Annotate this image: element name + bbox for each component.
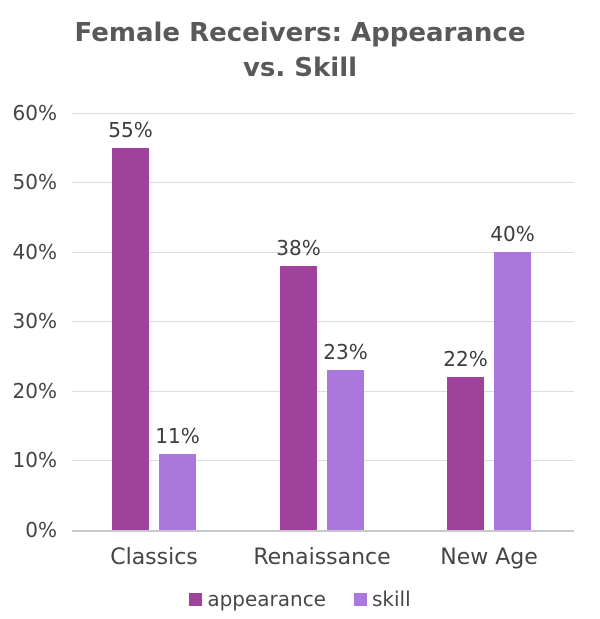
y-tick-60: 60% xyxy=(12,101,57,125)
chart-title: Female Receivers: Appearance vs. Skill xyxy=(0,16,600,86)
bar-appearance-new-age xyxy=(447,377,484,530)
y-tick-50: 50% xyxy=(12,170,57,194)
gridline-20 xyxy=(72,391,574,392)
gridline-0 xyxy=(72,530,574,532)
gridline-60 xyxy=(72,113,574,114)
bar-skill-new-age xyxy=(494,252,531,530)
gridline-30 xyxy=(72,321,574,322)
y-tick-10: 10% xyxy=(12,448,57,472)
y-tick-30: 30% xyxy=(12,309,57,333)
bar-value-label-skill-new-age: 40% xyxy=(490,222,535,246)
y-tick-20: 20% xyxy=(12,379,57,403)
x-axis-label-classics: Classics xyxy=(110,545,198,570)
bar-value-label-skill-renaissance: 23% xyxy=(323,340,368,364)
gridline-40 xyxy=(72,252,574,253)
bar-skill-renaissance xyxy=(327,370,364,530)
x-axis-labels: Classics Renaissance New Age xyxy=(72,545,574,577)
legend-item-appearance: appearance xyxy=(189,588,326,610)
bar-value-label-appearance-classics: 55% xyxy=(108,118,153,142)
legend-swatch-appearance xyxy=(189,592,203,606)
bar-value-label-appearance-new-age: 22% xyxy=(443,347,488,371)
bar-value-label-appearance-renaissance: 38% xyxy=(276,236,321,260)
x-axis-label-renaissance: Renaissance xyxy=(253,545,391,570)
legend-swatch-skill xyxy=(354,592,367,606)
bar-skill-classics xyxy=(159,454,196,530)
y-tick-0: 0% xyxy=(25,518,57,542)
chart-title-line-2: vs. Skill xyxy=(242,53,358,83)
legend-item-skill: skill xyxy=(354,588,411,610)
bar-appearance-renaissance xyxy=(280,266,317,530)
legend: appearance skill xyxy=(0,588,600,610)
bar-value-label-skill-classics: 11% xyxy=(155,424,200,448)
chart-title-line-1: Female Receivers: Appearance xyxy=(74,18,526,48)
gridline-50 xyxy=(72,182,574,183)
x-axis-label-new-age: New Age xyxy=(440,545,538,570)
legend-label-skill: skill xyxy=(372,587,411,611)
legend-label-appearance: appearance xyxy=(207,587,326,611)
plot-area: 0% 10% 20% 30% 40% 50% 60% 55% 11% 38% 23% 22% 40% xyxy=(13,90,574,542)
gridline-10 xyxy=(72,460,574,461)
y-tick-40: 40% xyxy=(12,240,57,264)
bar-appearance-classics xyxy=(112,148,149,530)
